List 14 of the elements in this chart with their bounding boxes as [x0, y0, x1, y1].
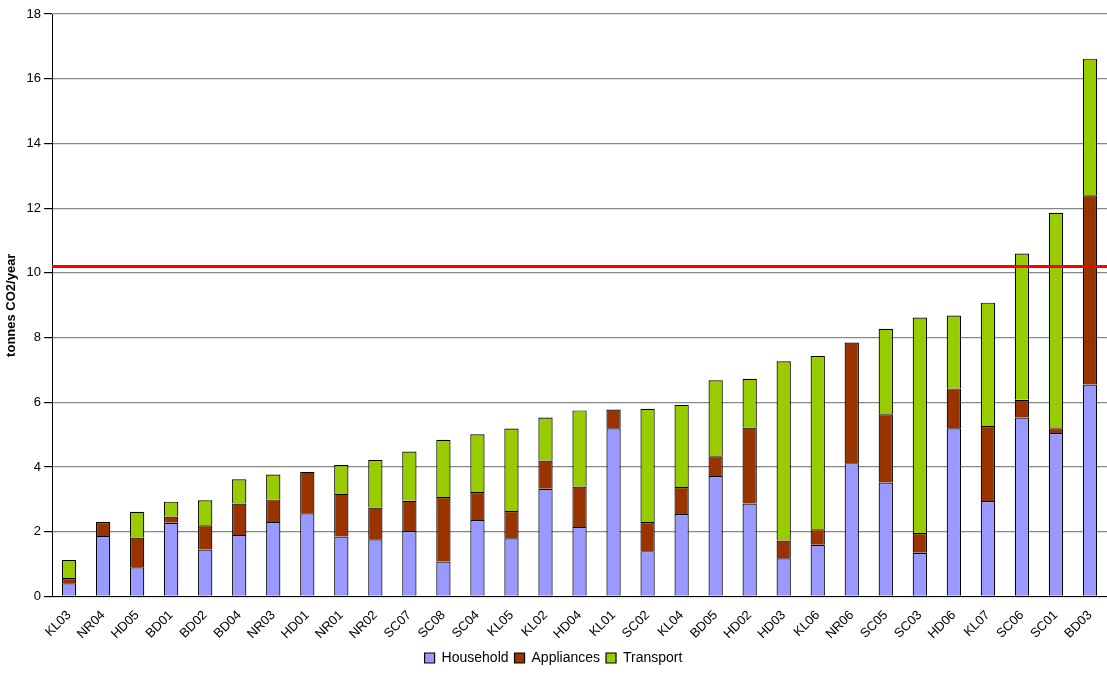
y-tick-label: 18 [26, 5, 42, 21]
y-tick-label: 6 [33, 393, 42, 409]
legend-label: Household [441, 648, 509, 665]
y-tick-label: 16 [26, 70, 42, 86]
legend-label: Appliances [531, 648, 601, 665]
y-tick-label: 2 [33, 523, 42, 539]
legend-label: Transport [623, 648, 683, 665]
y-tick-label: 12 [26, 199, 42, 215]
y-axis-title: tonnes CO2/year [3, 253, 19, 357]
y-tick-label: 14 [26, 135, 42, 151]
y-tick-label: 0 [33, 588, 42, 604]
y-tick-label: 8 [33, 329, 42, 345]
y-tick-label: 10 [26, 264, 42, 280]
y-tick-label: 4 [33, 458, 42, 474]
